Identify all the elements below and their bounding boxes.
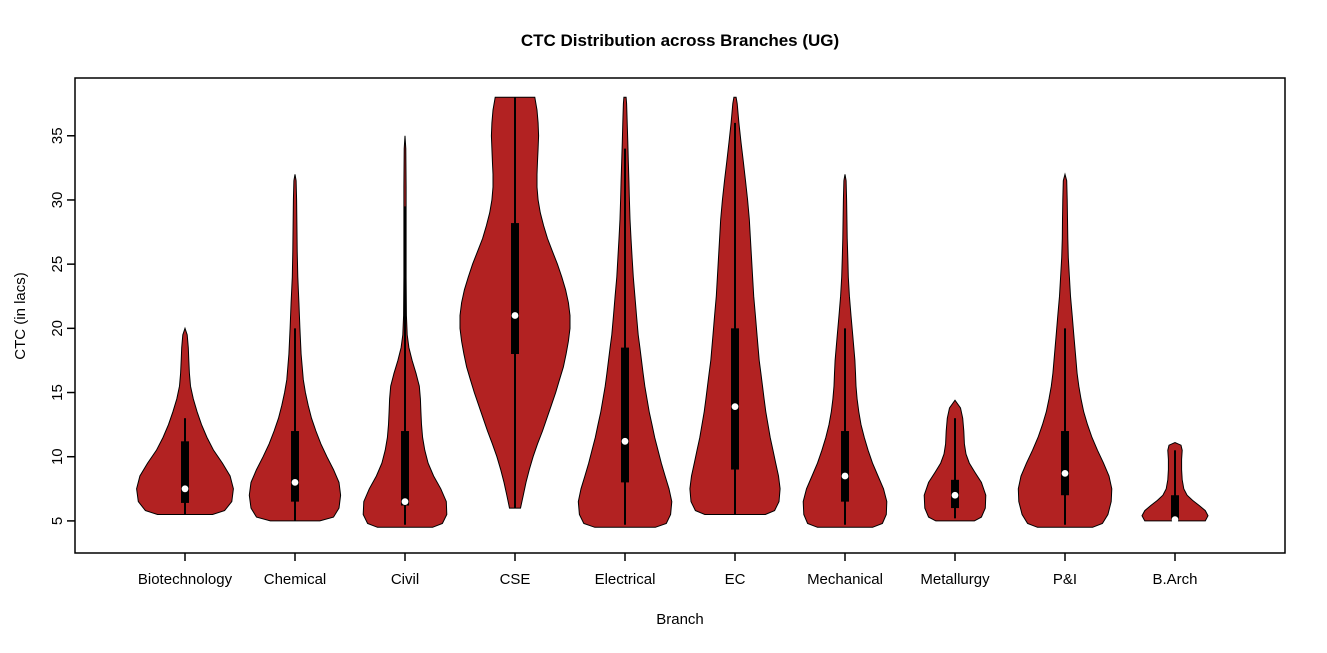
y-tick-label: 10: [49, 448, 66, 465]
x-tick-label: Biotechnology: [138, 571, 233, 588]
y-axis-label: CTC (in lacs): [12, 272, 29, 360]
y-tick-label: 35: [49, 127, 66, 144]
iqr-box: [1171, 495, 1179, 521]
iqr-box: [1061, 431, 1069, 496]
iqr-box: [511, 223, 519, 355]
iqr-box: [401, 431, 409, 506]
y-tick-label: 25: [49, 256, 66, 273]
median-dot: [511, 312, 519, 319]
median-dot: [181, 485, 189, 493]
plot-border: [74, 77, 1286, 554]
x-tick-label: Electrical: [595, 571, 656, 588]
x-tick-label: P&I: [1053, 571, 1077, 588]
median-dot: [841, 472, 849, 480]
median-dot: [731, 403, 739, 411]
median-dot: [1171, 516, 1179, 524]
y-tick-label: 30: [49, 192, 66, 209]
iqr-box: [841, 431, 849, 502]
x-axis-label: Branch: [656, 611, 704, 628]
x-tick-label: B.Arch: [1152, 571, 1197, 588]
median-dot: [1061, 470, 1069, 477]
x-tick-label: EC: [725, 571, 746, 588]
iqr-box: [181, 441, 189, 503]
iqr-box: [731, 328, 739, 470]
chart-title: CTC Distribution across Branches (UG): [521, 31, 839, 50]
x-tick-label: CSE: [500, 571, 531, 588]
iqr-box: [621, 347, 629, 483]
median-dot: [951, 491, 959, 499]
y-tick-label: 15: [49, 384, 66, 401]
y-tick-label: 5: [49, 517, 66, 525]
x-tick-label: Chemical: [264, 571, 327, 588]
median-dot: [621, 437, 629, 445]
median-dot: [291, 478, 299, 486]
median-dot: [401, 498, 409, 506]
iqr-box: [291, 431, 299, 502]
x-tick-label: Mechanical: [807, 571, 883, 588]
x-tick-label: Metallurgy: [920, 571, 990, 588]
y-tick-label: 20: [49, 320, 66, 337]
x-tick-label: Civil: [391, 571, 419, 588]
